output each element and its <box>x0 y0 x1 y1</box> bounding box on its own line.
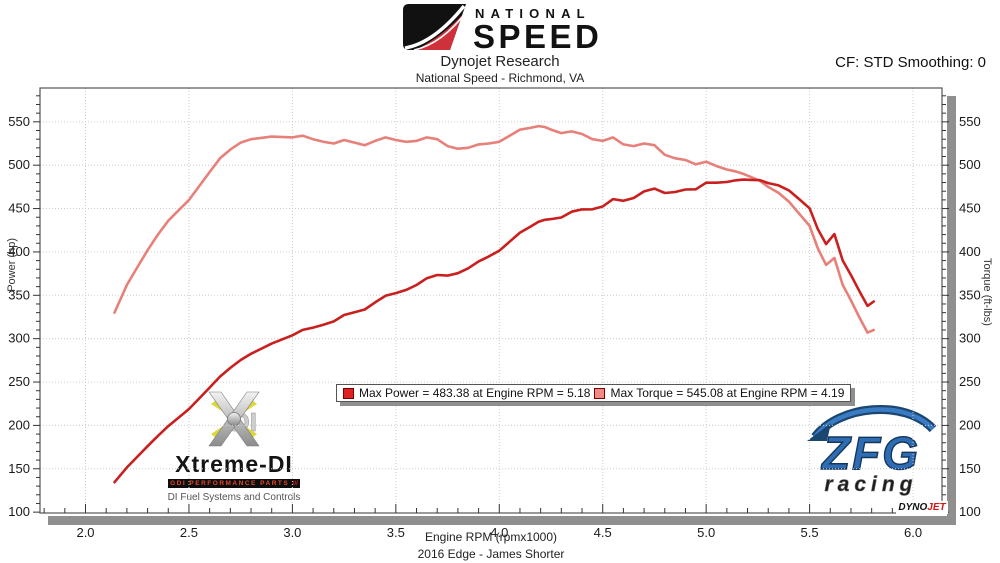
y-tick-label-right: 500 <box>959 157 981 172</box>
zfg-swoosh-pointer <box>807 423 831 441</box>
y-tick-label-left: 250 <box>8 374 30 389</box>
y-tick-label-left: 450 <box>8 201 30 216</box>
x-tick-label: 2.5 <box>180 525 198 540</box>
logo-swoosh-outer <box>404 4 466 50</box>
left-axis-title: Power (hp) <box>6 238 18 292</box>
plot-shadow-right <box>947 96 956 525</box>
legend-entry-torque: Max Torque = 545.08 at Engine RPM = 4.19 <box>594 386 844 400</box>
power-swatch-icon <box>343 387 354 399</box>
legend-power-label: Max Power = 483.38 at Engine RPM = 5.18 <box>359 386 591 400</box>
xtreme-di-banner-slashes: /// <box>292 480 298 487</box>
y-tick-label-right: 350 <box>959 287 981 302</box>
dynojet-logo-dyno: DYNO <box>898 502 928 513</box>
y-tick-label-right: 400 <box>959 244 981 259</box>
report-subtitle: National Speed - Richmond, VA <box>415 71 585 85</box>
y-tick-label-right: 550 <box>959 114 981 129</box>
y-tick-label-right: 100 <box>959 504 981 519</box>
xtreme-di-banner-text: GDI PERFORMANCE PARTS <box>170 480 290 487</box>
x-tick-label: 5.5 <box>801 525 819 540</box>
run-caption: 2016 Edge - James Shorter <box>417 547 565 561</box>
report-title: Dynojet Research <box>440 53 560 70</box>
legend-torque-label: Max Torque = 545.08 at Engine RPM = 4.19 <box>610 386 845 400</box>
y-tick-label-left: 100 <box>8 504 30 519</box>
right-axis-title: Torque (ft-lbs) <box>981 258 993 326</box>
y-tick-label-right: 450 <box>959 201 981 216</box>
y-tick-label-right: 250 <box>959 374 981 389</box>
x-tick-label: 4.5 <box>594 525 612 540</box>
y-tick-label-left: 500 <box>8 157 30 172</box>
dynojet-logo: DYNOJET <box>896 501 948 514</box>
chart-legend: Max Power = 483.38 at Engine RPM = 5.18 … <box>336 384 852 402</box>
correction-factor-text: CF: STD Smoothing: 0 <box>835 54 986 71</box>
x-tick-label: 4.0 <box>490 525 508 540</box>
zfg-racing-watermark: ZFG racing <box>807 404 937 496</box>
zfg-swoosh <box>813 407 935 439</box>
xtreme-di-watermark: DI Xtreme-DI GDI PERFORMANCE PARTS /// D… <box>146 390 322 503</box>
torque-swatch-icon <box>594 387 606 399</box>
zfg-racing-word: racing <box>824 473 917 496</box>
xtreme-x-hub <box>227 412 241 426</box>
y-tick-label-left: 300 <box>8 331 30 346</box>
xtreme-di-tagline: DI Fuel Systems and Controls <box>167 492 301 503</box>
brand-word-speed: SPEED <box>473 18 602 53</box>
series-torque-line <box>113 124 876 334</box>
y-tick-label-left: 150 <box>8 461 30 476</box>
dynojet-logo-jet: JET <box>927 502 946 513</box>
zfg-word: ZFG <box>820 427 920 479</box>
x-tick-label: 2.0 <box>76 525 94 540</box>
xtreme-di-banner: GDI PERFORMANCE PARTS /// <box>168 479 300 488</box>
y-tick-label-right: 200 <box>959 417 981 432</box>
x-tick-label: 5.0 <box>697 525 715 540</box>
logo-swoosh-inner <box>413 10 468 51</box>
logo-emblem-red <box>416 15 462 50</box>
series-power-line <box>113 178 876 484</box>
y-tick-label-right: 300 <box>959 331 981 346</box>
x-tick-label: 6.0 <box>904 525 922 540</box>
x-tick-label: 3.5 <box>387 525 405 540</box>
xtreme-di-x-emblem: DI <box>208 391 260 447</box>
brand-word-national: NATIONAL <box>475 6 591 21</box>
x-tick-label: 3.0 <box>283 525 301 540</box>
plot-shadow-bottom <box>48 516 956 525</box>
y-tick-label-left: 550 <box>8 114 30 129</box>
y-tick-label-left: 350 <box>8 287 30 302</box>
legend-entry-power: Max Power = 483.38 at Engine RPM = 5.18 <box>343 386 590 400</box>
xtreme-di-name: Xtreme-DI <box>175 451 293 477</box>
y-tick-label-left: 200 <box>8 417 30 432</box>
national-speed-logo: NATIONAL SPEED <box>403 4 602 53</box>
y-tick-label-left: 400 <box>8 244 30 259</box>
y-tick-label-right: 150 <box>959 461 981 476</box>
plot-frame <box>39 87 943 514</box>
x-axis-title: Engine RPM (rpmx1000) <box>424 530 558 544</box>
